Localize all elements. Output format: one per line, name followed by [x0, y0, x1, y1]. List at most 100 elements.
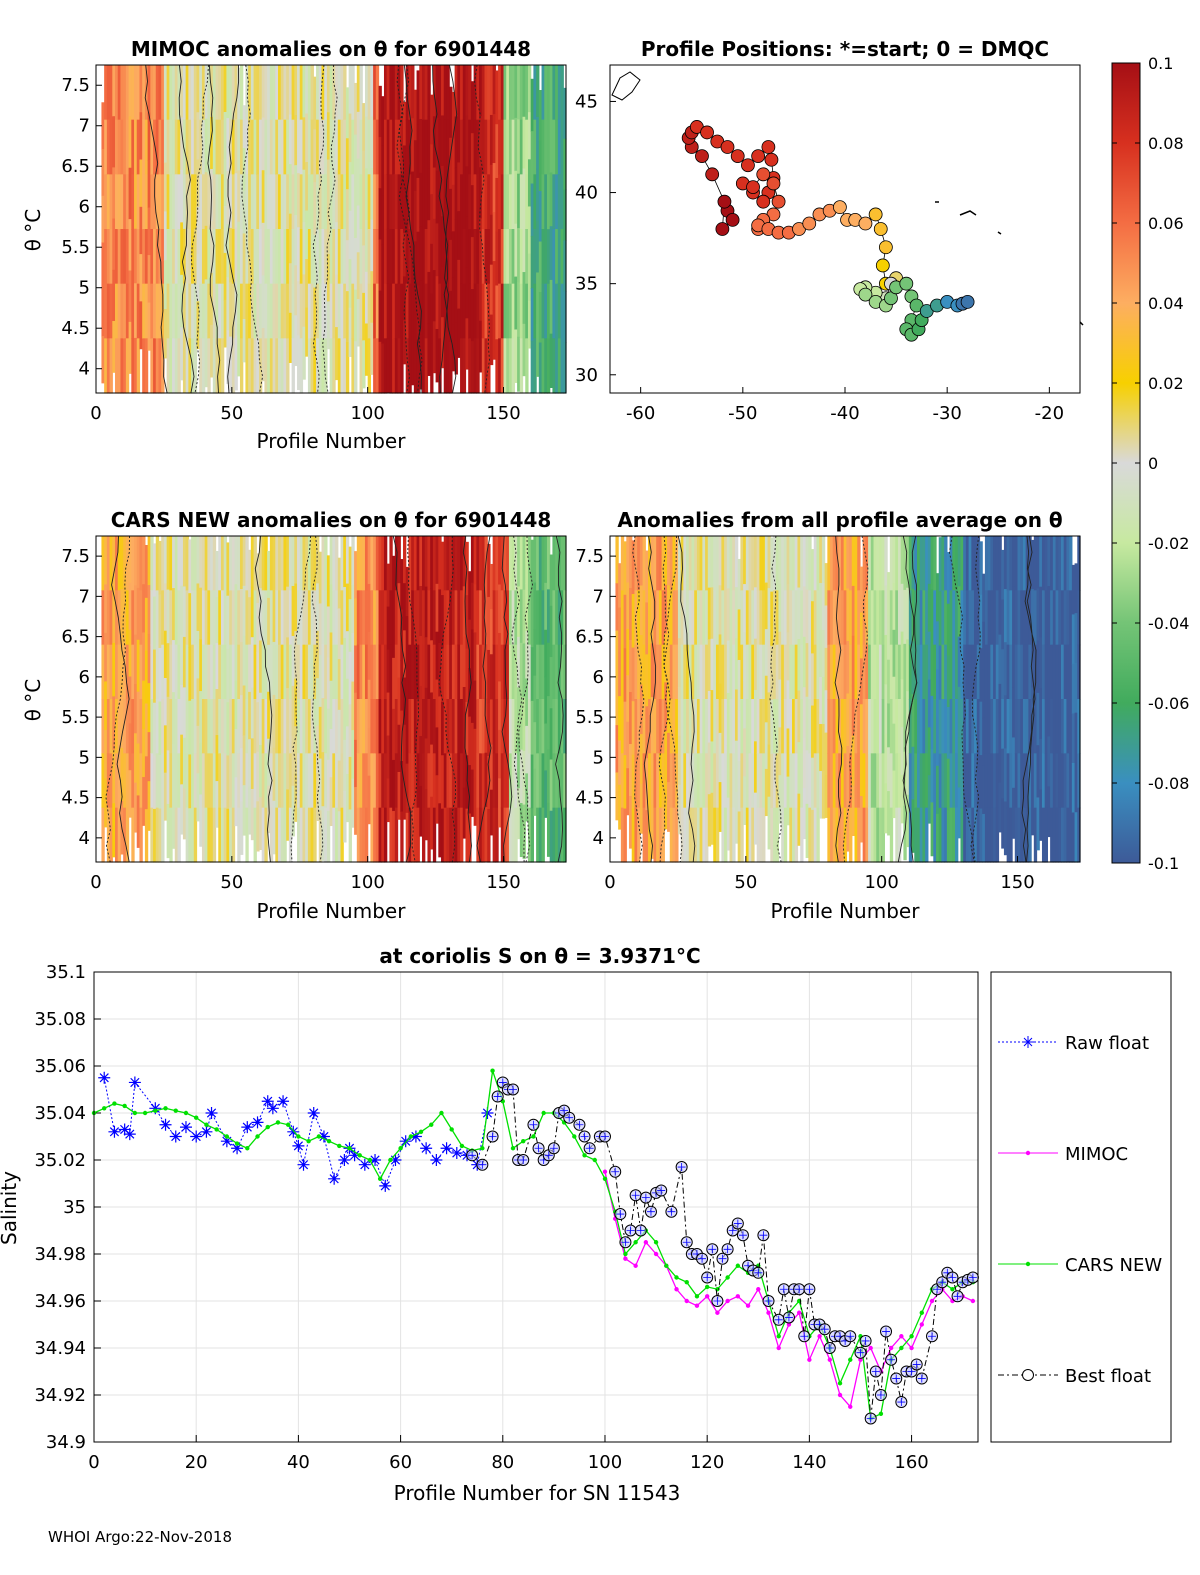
heatmap-cell: [495, 285, 499, 340]
heatmap-cell: [351, 338, 355, 394]
heatmap-cell: [443, 699, 448, 754]
heatmap-cell: [340, 283, 344, 339]
heatmap-cell: [397, 174, 401, 230]
colorbar-tick-label: 0.08: [1148, 134, 1184, 153]
legend-marker: [1025, 1261, 1031, 1267]
heatmap-cell: [691, 644, 695, 700]
heatmap-cell: [503, 753, 507, 809]
heatmap-cell: [185, 699, 189, 754]
heatmap-cell: [128, 582, 132, 631]
heatmap-cell: [136, 283, 141, 339]
heatmap-cell: [307, 338, 312, 394]
heatmap-cell: [337, 283, 342, 339]
heatmap-cell: [318, 810, 323, 863]
heatmap-cell: [337, 338, 342, 394]
heatmap-cell: [897, 644, 902, 700]
heatmap-cell: [955, 536, 959, 591]
heatmap-cell: [163, 536, 168, 584]
heatmap-cell: [400, 660, 404, 712]
heatmap-cell: [500, 590, 505, 646]
heatmap-cell: [740, 699, 744, 754]
heatmap-cell: [976, 536, 981, 591]
heatmap-cell: [830, 536, 834, 591]
heatmap-cell: [1074, 712, 1078, 764]
heatmap-cell: [476, 229, 480, 285]
heatmap-cell: [767, 588, 771, 641]
plot-frame: [93, 971, 979, 1443]
heatmap-cell: [204, 118, 208, 173]
heatmap-cell: [172, 119, 176, 175]
heatmap-cell: [226, 330, 230, 384]
heatmap-cell: [430, 94, 434, 145]
heatmap-cell: [272, 65, 276, 121]
heatmap-cell: [1017, 807, 1021, 863]
heatmap-cell: [669, 699, 674, 754]
heatmap-cell: [473, 65, 477, 121]
heatmap-cell: [272, 174, 276, 230]
heatmap-cell: [147, 683, 151, 733]
heatmap-cell: [911, 536, 915, 590]
heatmap-cell: [332, 644, 336, 700]
heatmap-cell: [470, 722, 475, 771]
series-point: [159, 1118, 172, 1131]
heatmap-cell: [435, 583, 439, 633]
heatmap-cell: [237, 119, 241, 171]
heatmap-cell: [199, 174, 203, 230]
heatmap-cell: [275, 229, 279, 285]
heatmap-cell: [158, 701, 162, 756]
heatmap-cell: [522, 220, 526, 273]
heatmap-cell: [1014, 644, 1019, 700]
heatmap-cell: [506, 699, 510, 754]
heatmap-cell: [356, 590, 361, 646]
heatmap-cell: [147, 634, 151, 684]
heatmap-cell: [476, 590, 480, 646]
heatmap-cell: [552, 807, 556, 863]
heatmap-cell: [375, 753, 380, 809]
heatmap-cell: [481, 699, 486, 754]
heatmap-cell: [297, 536, 301, 591]
heatmap-cell: [430, 744, 434, 798]
mimoc-ylabel: θ °C: [21, 209, 45, 252]
heatmap-cell: [337, 709, 342, 762]
series-point: [241, 1121, 254, 1134]
colorbar-tick-label: -0.06: [1148, 694, 1189, 713]
heatmap-cell: [416, 339, 420, 394]
series-point: [153, 1108, 158, 1113]
heatmap-cell: [155, 807, 160, 863]
heatmap-cell: [840, 590, 845, 646]
heatmap-cell: [530, 539, 534, 595]
heatmap-cell: [672, 536, 676, 591]
heatmap-cell: [313, 644, 317, 700]
heatmap-cell: [642, 753, 646, 809]
heatmap-cell: [1014, 699, 1019, 754]
heatmap-cell: [870, 807, 875, 863]
heatmap-cell: [430, 536, 434, 589]
heatmap-cell: [734, 689, 739, 742]
heatmap-cell: [470, 341, 475, 394]
heatmap-cell: [460, 590, 464, 646]
heatmap-cell: [356, 807, 361, 863]
heatmap-cell: [283, 699, 287, 754]
heatmap-cell: [182, 65, 187, 121]
heatmap-cell: [1074, 762, 1078, 813]
heatmap-cell: [313, 807, 317, 863]
heatmap-cell: [155, 65, 160, 121]
heatmap-cell: [519, 65, 524, 121]
heatmap-cell: [984, 590, 989, 646]
heatmap-cell: [180, 169, 184, 223]
heatmap-cell: [144, 65, 149, 121]
heatmap-cell: [762, 807, 766, 863]
heatmap-cell: [310, 229, 314, 285]
heatmap-cell: [473, 728, 477, 778]
heatmap-cell: [422, 338, 426, 394]
heatmap-cell: [326, 112, 331, 161]
heatmap-cell: [177, 644, 181, 700]
heatmap-cell: [506, 174, 510, 230]
heatmap-cell: [906, 536, 910, 589]
heatmap-cell: [487, 755, 491, 810]
profile-position: [751, 149, 766, 164]
heatmap-cell: [120, 536, 124, 590]
heatmap-cell: [185, 590, 189, 646]
x-tick-label: 80: [491, 1452, 514, 1473]
heatmap-cell: [147, 112, 151, 161]
